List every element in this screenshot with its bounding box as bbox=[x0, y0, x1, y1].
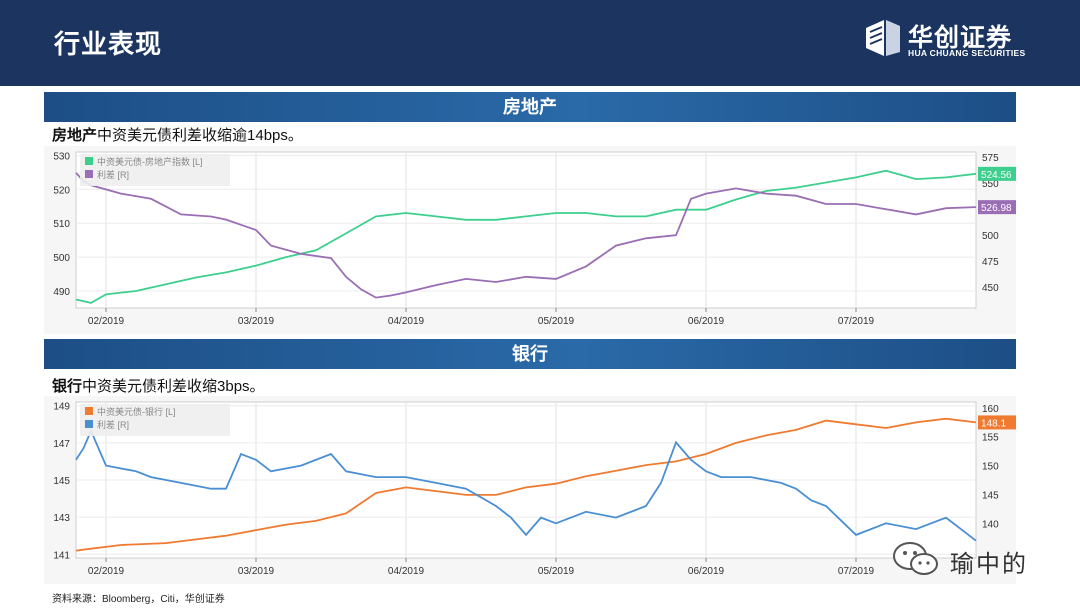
end-label-bg bbox=[978, 415, 1016, 430]
subtitle-text: 中资美元债利差收缩逾14bps。 bbox=[97, 127, 303, 144]
logo-text-en: HUA CHUANG SECURITIES bbox=[908, 48, 1026, 58]
y-right-tick-label: 160 bbox=[982, 404, 999, 415]
chart-bank: 02/2019 03/2019 04/2019 05/2019 06/2019 07/20… bbox=[44, 396, 1016, 584]
legend-swatch bbox=[85, 407, 93, 415]
y-right-tick-label: 450 bbox=[982, 283, 999, 294]
x-tick-label: 04/2019 bbox=[388, 566, 425, 577]
x-tick-label: 07/2019 bbox=[838, 316, 875, 327]
y-left-tick-label: 490 bbox=[53, 287, 70, 298]
header-bar: 行业表现 华创证券 HUA CHUANG SECURITIES bbox=[0, 0, 1080, 86]
series-line-0 bbox=[75, 169, 977, 304]
legend-swatch bbox=[85, 157, 93, 165]
end-label-text: 148.1 bbox=[981, 418, 1006, 429]
source-note: 资料来源：Bloomberg，Citi，华创证券 bbox=[52, 594, 225, 605]
series-line-1 bbox=[75, 172, 977, 299]
section-subtitle-bank: 银行中资美元债利差收缩3bps。 bbox=[52, 375, 265, 396]
y-left-tick-label: 149 bbox=[53, 402, 70, 413]
chart-svg-bank: 02/2019 03/2019 04/2019 05/2019 06/2019 07/20… bbox=[53, 401, 1016, 577]
company-logo: 华创证券 HUA CHUANG SECURITIES bbox=[864, 18, 1025, 62]
y-left-tick-label: 530 bbox=[53, 151, 70, 162]
x-tick-label: 03/2019 bbox=[238, 316, 275, 327]
x-tick-label: 05/2019 bbox=[538, 566, 575, 577]
y-left-tick-label: 520 bbox=[53, 185, 70, 196]
end-label-bg bbox=[978, 166, 1016, 181]
y-right-tick-label: 150 bbox=[982, 462, 999, 473]
y-left-tick-label: 145 bbox=[53, 476, 70, 487]
page-title: 行业表现 bbox=[54, 29, 163, 59]
legend-swatch bbox=[85, 420, 93, 428]
watermark: 瑜中的 bbox=[888, 536, 1078, 586]
section-band-bank: 银行 bbox=[44, 339, 1016, 369]
y-right-tick-label: 475 bbox=[982, 257, 999, 268]
chart-legend: 中资美元债-房地产指数 [L] 利差 [R] bbox=[80, 154, 230, 186]
chart-legend: 中资美元债-银行 [L] 利差 [R] bbox=[80, 404, 230, 436]
section-subtitle-realestate: 房地产中资美元债利差收缩逾14bps。 bbox=[52, 124, 303, 145]
series-line-1 bbox=[75, 428, 977, 542]
x-tick-label: 02/2019 bbox=[88, 566, 125, 577]
y-left-tick-label: 510 bbox=[53, 219, 70, 230]
x-tick-label: 05/2019 bbox=[538, 316, 575, 327]
y-right-tick-label: 575 bbox=[982, 153, 999, 164]
y-right-tick-label: 550 bbox=[982, 179, 999, 190]
end-label-text: 526.98 bbox=[981, 203, 1012, 214]
y-left-tick-label: 141 bbox=[53, 550, 70, 561]
end-label-text: 524.56 bbox=[981, 170, 1012, 181]
chart-svg-realestate: 02/2019 03/2019 04/2019 05/2019 06/2019 07/20… bbox=[53, 151, 1016, 327]
legend-bg bbox=[80, 154, 230, 186]
x-tick-label: 07/2019 bbox=[838, 566, 875, 577]
logo-icon bbox=[866, 20, 900, 56]
legend-swatch bbox=[85, 170, 93, 178]
y-left-tick-label: 500 bbox=[53, 253, 70, 264]
legend-label: 中资美元债-银行 [L] bbox=[97, 406, 176, 417]
subtitle-bold: 银行 bbox=[52, 378, 83, 395]
x-tick-label: 04/2019 bbox=[388, 316, 425, 327]
logo-text-cn: 华创证券 bbox=[908, 24, 1013, 52]
end-label-bg bbox=[978, 200, 1016, 215]
x-tick-label: 02/2019 bbox=[88, 316, 125, 327]
legend-label: 中资美元债-房地产指数 [L] bbox=[97, 156, 203, 167]
y-right-tick-label: 140 bbox=[982, 519, 999, 530]
y-left-tick-label: 143 bbox=[53, 513, 70, 524]
x-tick-label: 06/2019 bbox=[688, 316, 725, 327]
subtitle-text: 中资美元债利差收缩3bps。 bbox=[82, 378, 265, 395]
wechat-icon bbox=[893, 542, 938, 575]
series-line-0 bbox=[75, 417, 977, 552]
legend-label: 利差 [R] bbox=[97, 169, 129, 180]
series-end-label-1: 526.98 bbox=[978, 200, 1016, 215]
subtitle-bold: 房地产 bbox=[52, 127, 98, 144]
legend-bg bbox=[80, 404, 230, 436]
section-band-realestate: 房地产 bbox=[44, 92, 1016, 122]
x-tick-label: 03/2019 bbox=[238, 566, 275, 577]
y-right-tick-label: 500 bbox=[982, 231, 999, 242]
chart-realestate: 02/2019 03/2019 04/2019 05/2019 06/2019 07/20… bbox=[44, 146, 1016, 334]
legend-label: 利差 [R] bbox=[97, 419, 129, 430]
watermark-text: 瑜中的 bbox=[950, 551, 1028, 578]
series-end-label-0: 524.56 bbox=[978, 166, 1016, 181]
series-end-label-0: 148.1 bbox=[978, 415, 1016, 430]
y-left-tick-label: 147 bbox=[53, 439, 70, 450]
x-tick-label: 06/2019 bbox=[688, 566, 725, 577]
y-right-tick-label: 145 bbox=[982, 490, 999, 501]
y-right-tick-label: 155 bbox=[982, 433, 999, 444]
